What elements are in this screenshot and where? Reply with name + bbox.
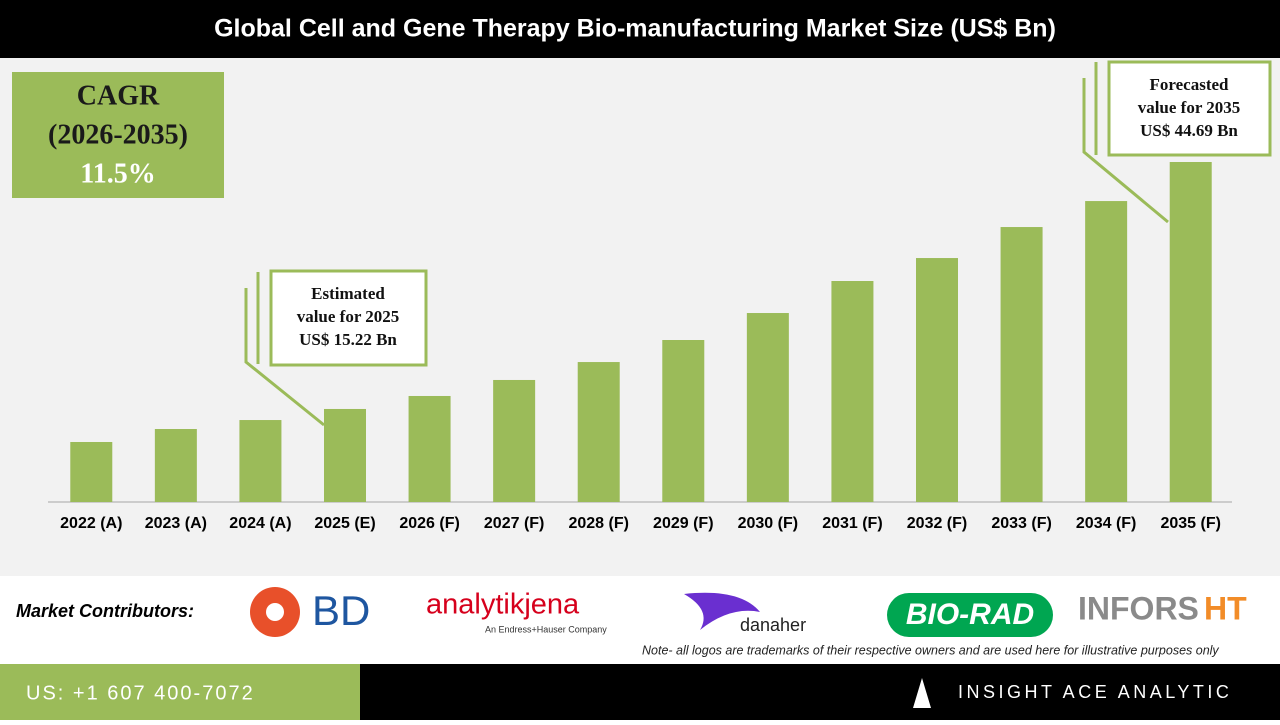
note: Note- all logos are trademarks of their … [642, 643, 1219, 657]
cagr-value: 11.5% [80, 158, 155, 189]
bar [577, 362, 620, 502]
annotation-box [269, 269, 428, 367]
annotation-box [1107, 60, 1272, 157]
logo-icon [684, 592, 760, 630]
x-tick-label: 2033 (F) [991, 515, 1051, 532]
title: Global Cell and Gene Therapy Bio-manufac… [214, 15, 1056, 43]
x-tick-label: 2035 (F) [1160, 515, 1220, 532]
x-tick-label: 2031 (F) [822, 515, 882, 532]
bar [1169, 162, 1212, 502]
annotation-text: Estimated [311, 284, 385, 303]
bar [916, 258, 958, 502]
callout-connector [244, 288, 325, 427]
bar [154, 429, 197, 502]
cagr-period: (2026-2035) [48, 119, 188, 150]
x-tick-label: 2027 (F) [484, 515, 544, 532]
bar [746, 313, 789, 502]
bar [239, 420, 282, 502]
annotation-text: value for 2025 [297, 307, 400, 326]
x-tick-label: 2023 (A) [145, 515, 207, 532]
logo-ht: HT [1204, 590, 1247, 626]
logo-badge [887, 593, 1053, 637]
bar [70, 441, 113, 502]
footer-left [0, 664, 360, 720]
logo-analytikjena: analytikjena [426, 589, 580, 621]
cagr-box [12, 72, 224, 198]
title-bar [0, 0, 1280, 58]
x-tick-label: 2034 (F) [1076, 515, 1136, 532]
brand-icon [913, 678, 931, 708]
x-tick-label: 2026 (F) [399, 515, 459, 532]
x-tick-label: 2024 (A) [229, 515, 291, 532]
logo-subtitle: An Endress+Hauser Company [485, 624, 607, 634]
logo-bd: BD [312, 587, 370, 634]
bar [1085, 201, 1128, 503]
bar [1000, 227, 1043, 503]
x-tick-label: 2025 (E) [314, 515, 375, 532]
x-tick-label: 2029 (F) [653, 515, 713, 532]
annotation-text: Forecasted [1150, 75, 1230, 94]
logo-danaher: danaher [740, 615, 806, 635]
contributors-label: Market Contributors: [16, 601, 194, 621]
bar [408, 395, 451, 502]
logo-biorad: BIO-RAD [906, 598, 1034, 631]
bar [662, 340, 705, 502]
bar [831, 281, 874, 502]
x-tick-label: 2022 (A) [60, 515, 122, 532]
x-tick-label: 2032 (F) [907, 515, 967, 532]
brand: INSIGHT ACE ANALYTIC [958, 682, 1232, 702]
bar [493, 379, 536, 502]
annotation-text: value for 2035 [1138, 98, 1241, 117]
callout-connector [1082, 78, 1169, 224]
footer-right [360, 664, 1280, 720]
annotation-text: US$ 44.69 Bn [1140, 121, 1238, 140]
annotation-text: US$ 15.22 Bn [299, 330, 397, 349]
cagr-label: CAGR [77, 80, 160, 111]
phone: US: +1 607 400-7072 [26, 682, 255, 704]
logo-icon [266, 603, 284, 621]
x-tick-label: 2030 (F) [738, 515, 798, 532]
x-tick-label: 2028 (F) [568, 515, 628, 532]
bar [324, 408, 366, 502]
logo-infors: INFORS [1078, 590, 1199, 626]
